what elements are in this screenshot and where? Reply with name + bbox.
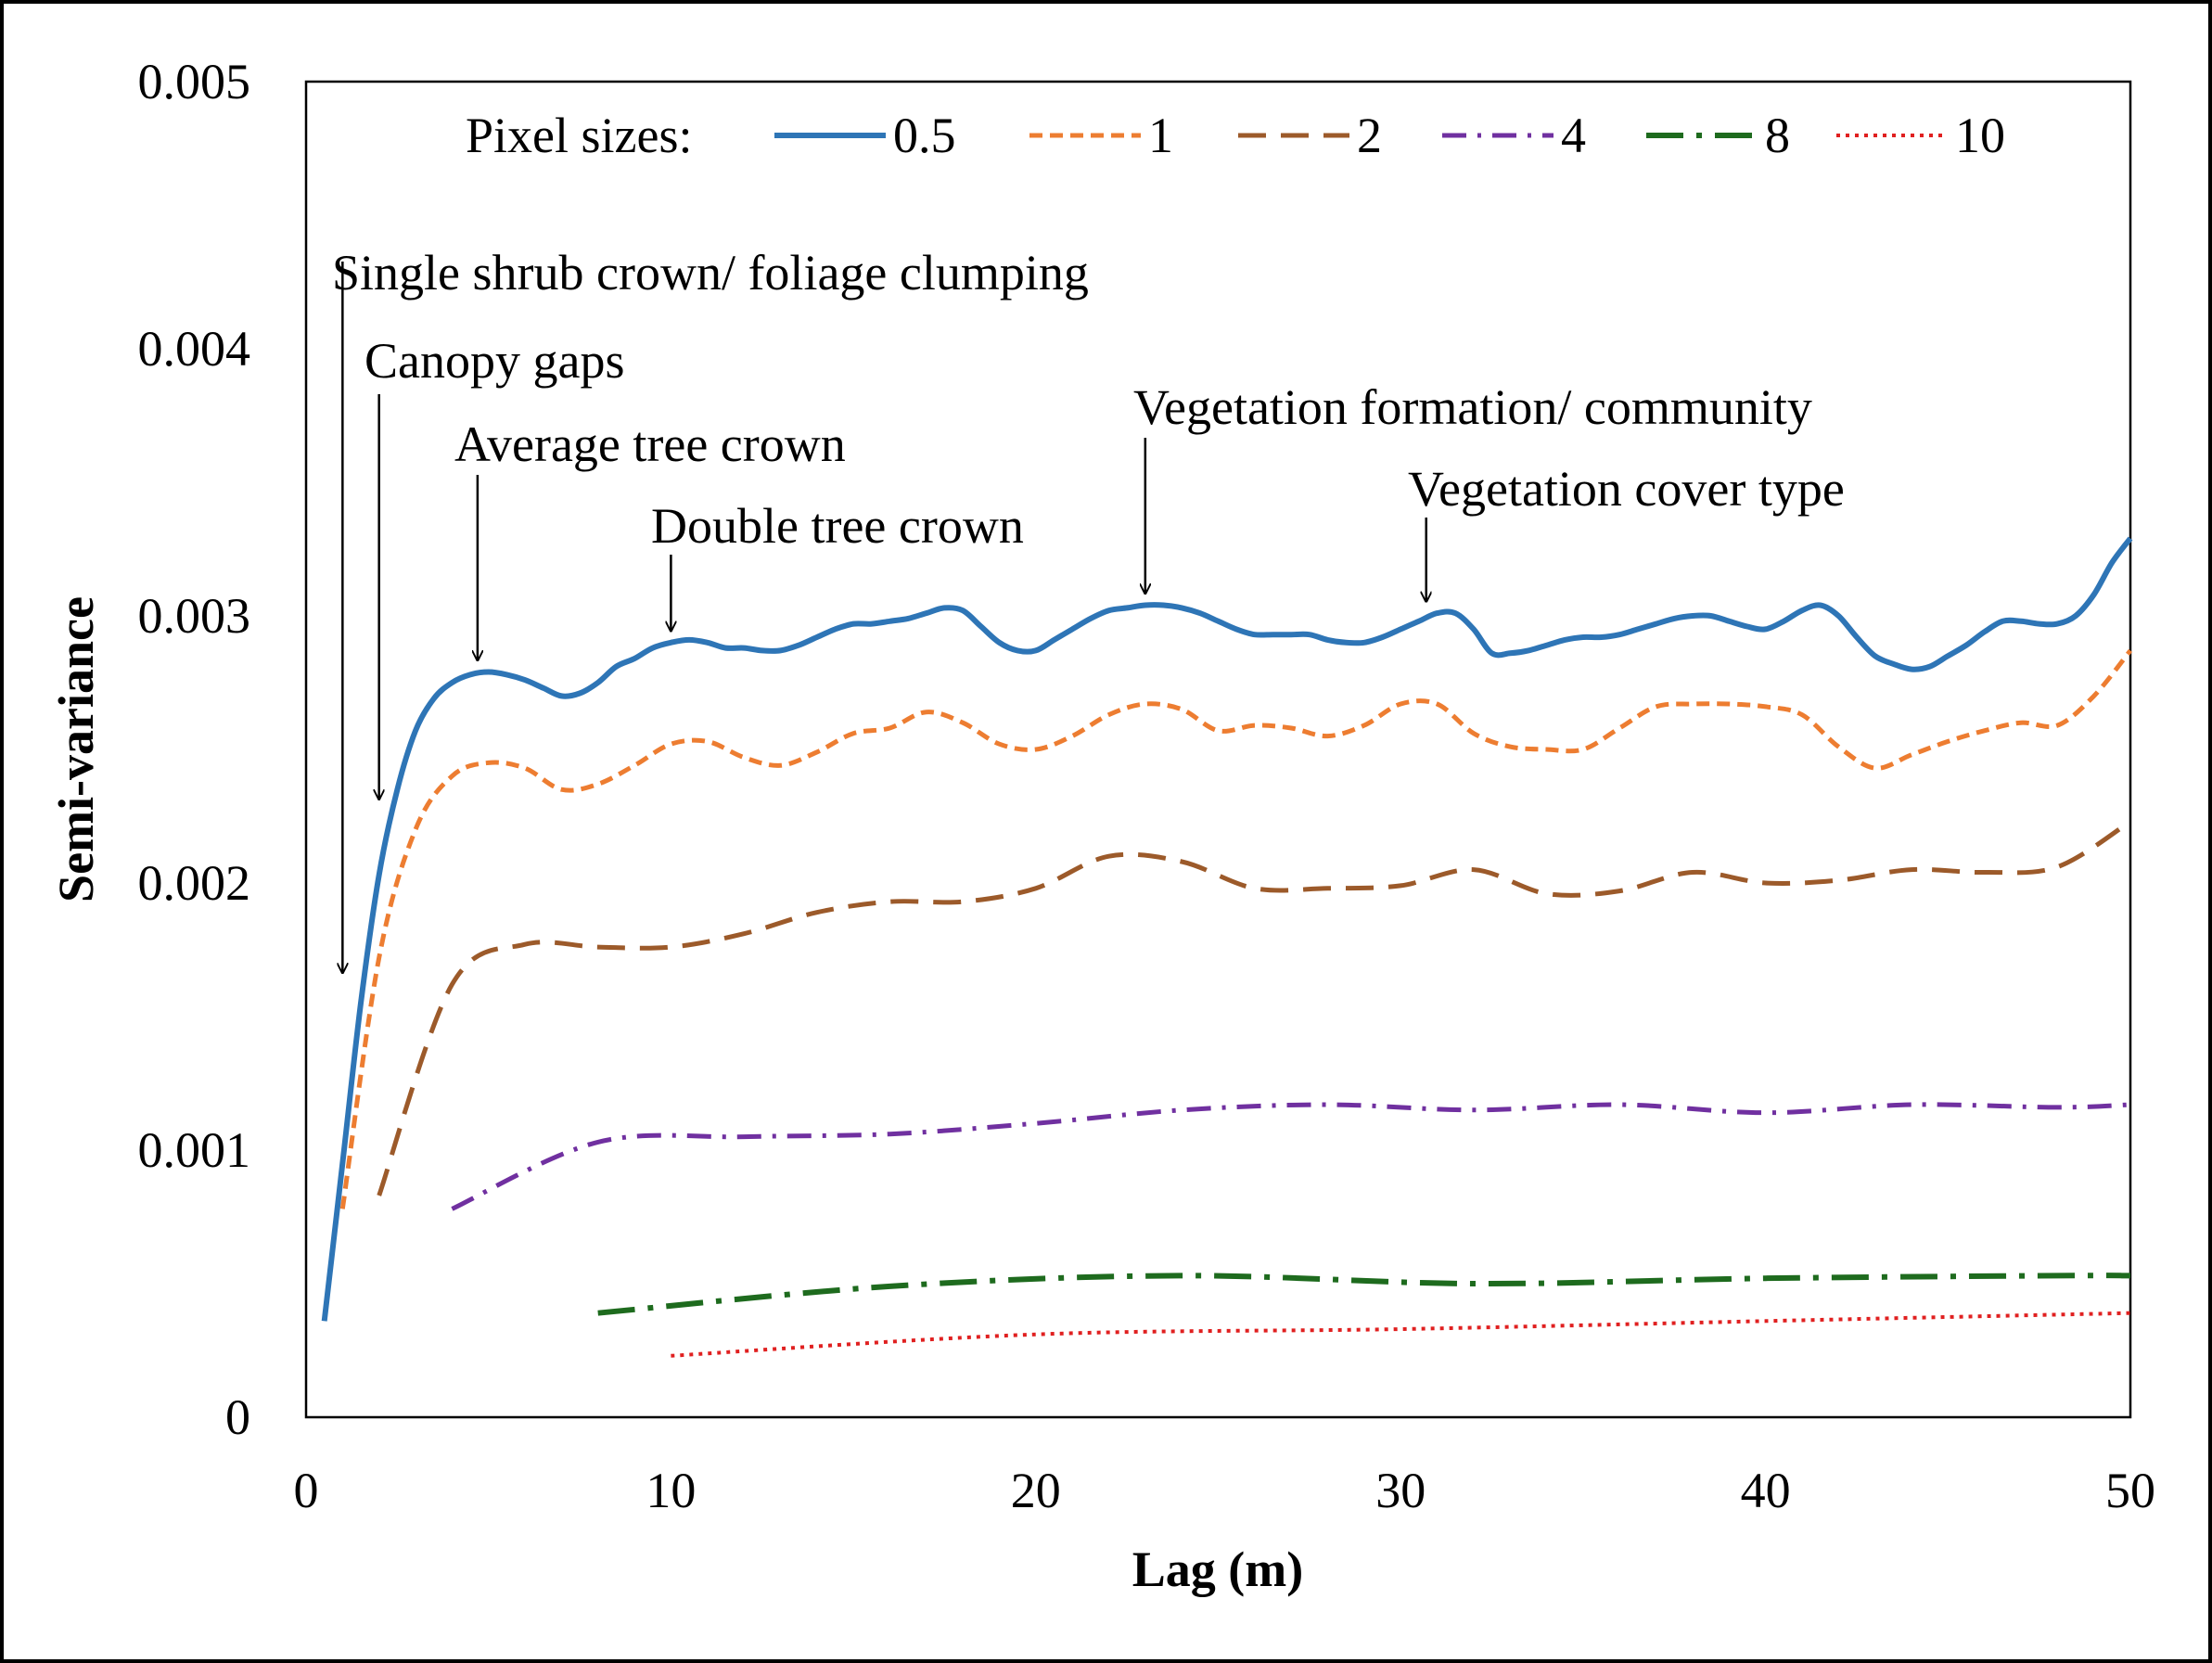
legend-title: Pixel sizes: xyxy=(466,108,692,163)
annotation-label: Vegetation cover type xyxy=(1408,461,1845,517)
series-line-4 xyxy=(451,1102,2131,1211)
y-tick-label: 0.001 xyxy=(138,1122,251,1178)
y-tick-label: 0 xyxy=(225,1389,250,1445)
y-tick-label: 0.004 xyxy=(138,321,251,377)
series-layer xyxy=(321,536,2133,1358)
legend-label-1: 1 xyxy=(1148,108,1173,163)
legend-label-4: 4 xyxy=(1561,108,1586,163)
y-tick-label: 0.002 xyxy=(138,855,251,911)
annotation-label: Single shrub crown/ foliage clumping xyxy=(332,245,1089,301)
legend-label-10: 10 xyxy=(1955,108,2005,163)
annotation-layer: Single shrub crown/ foliage clumping Cano… xyxy=(332,245,1845,973)
series-line-1 xyxy=(339,648,2132,1209)
legend-label-2: 2 xyxy=(1357,108,1382,163)
x-tick-label: 10 xyxy=(646,1463,696,1518)
legend-label-0-5: 0.5 xyxy=(893,108,956,163)
x-tick-label: 50 xyxy=(2105,1463,2155,1518)
y-tick-label: 0.005 xyxy=(138,54,251,109)
y-axis-title: Semi-variance xyxy=(48,596,104,902)
series-line-8 xyxy=(597,1273,2131,1316)
legend-label-8: 8 xyxy=(1765,108,1790,163)
series-line-2 xyxy=(377,819,2132,1196)
legend: Pixel sizes: 0.5 1 2 4 8 10 xyxy=(466,108,2005,163)
x-tick-label: 0 xyxy=(294,1463,319,1518)
y-axis-ticks: 0 0.001 0.002 0.003 0.004 0.005 xyxy=(138,54,251,1445)
annotation-label: Canopy gaps xyxy=(364,333,624,389)
plot-area-frame xyxy=(304,80,2132,1419)
x-axis-title: Lag (m) xyxy=(1132,1541,1303,1597)
x-tick-label: 20 xyxy=(1011,1463,1061,1518)
annotation-label: Vegetation formation/ community xyxy=(1133,379,1812,435)
x-axis-ticks: 0 10 20 30 40 50 xyxy=(294,1463,2156,1518)
y-tick-label: 0.003 xyxy=(138,588,251,644)
x-tick-label: 40 xyxy=(1741,1463,1791,1518)
series-line-0-5 xyxy=(321,536,2133,1322)
annotation-label: Average tree crown xyxy=(454,416,846,472)
annotation-label: Double tree crown xyxy=(651,498,1024,554)
x-tick-label: 30 xyxy=(1375,1463,1426,1518)
